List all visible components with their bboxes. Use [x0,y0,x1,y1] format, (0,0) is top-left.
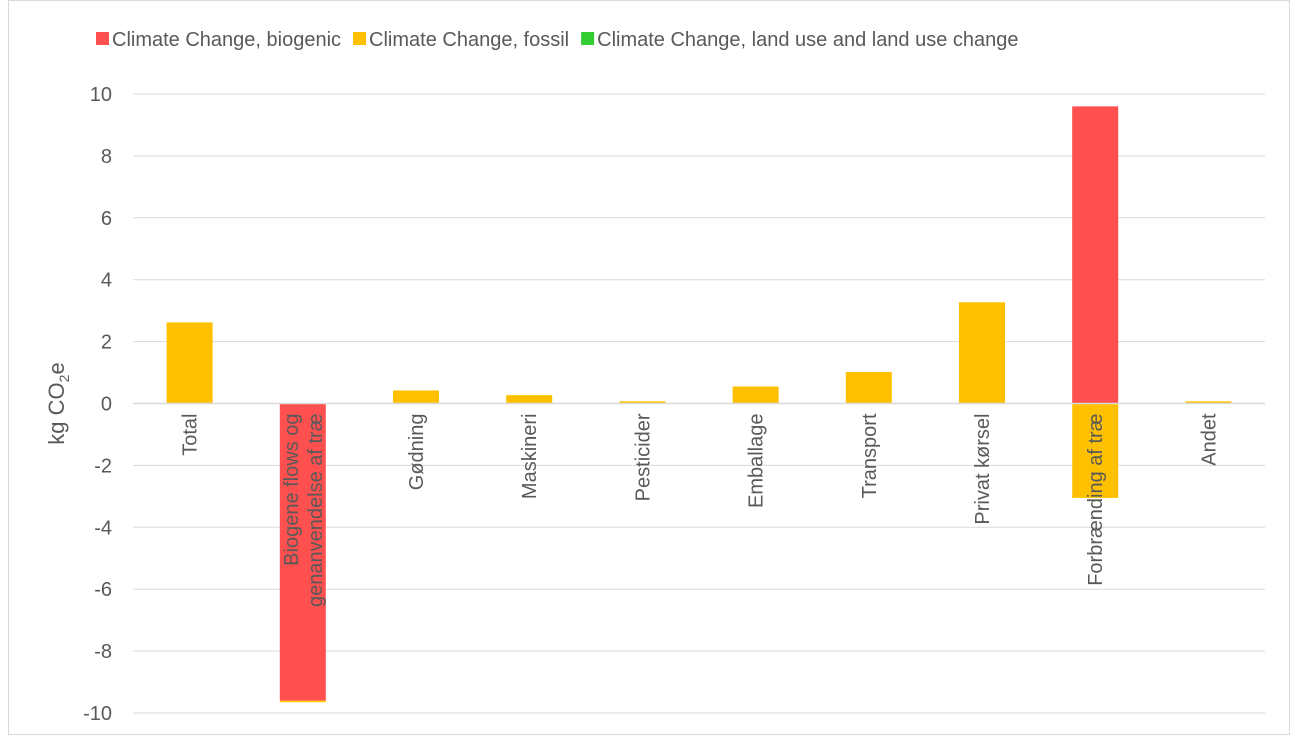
legend-swatch [581,32,595,45]
bar-segment [393,390,439,404]
bar-segment [845,371,892,404]
legend-label: Climate Change, fossil [369,29,569,51]
bar-segment [279,700,326,703]
bar-segment [1185,401,1232,404]
category-label: Maskineri [519,414,541,500]
category-label: Pesticider [632,413,654,501]
y-tick-label: -6 [94,579,112,601]
bar-segment [279,403,326,701]
y-tick-label: 6 [101,208,112,230]
y-tick-labels: 10 8 6 4 2 0 -2 -4 -6 -8 -10 [83,84,112,725]
category-label: Gødning [406,414,428,491]
category-label: Privat kørsel [972,414,994,525]
category-label: Andet [1198,413,1220,466]
category-label: Total [180,414,202,456]
bar-segment [619,401,666,404]
category-label: Forbrænding af træ [1085,414,1107,586]
category-labels: Total Biogene flows og genanvendelse af tr… [180,413,1221,607]
y-tick-label: 10 [90,84,112,106]
y-tick-label: 0 [101,394,112,416]
y-tick-label: -10 [83,703,112,725]
y-tick-label: -4 [94,517,112,539]
category-label: Transport [859,413,881,498]
bar-segment [166,322,213,404]
legend-swatch [96,32,109,45]
y-tick-label: 2 [101,332,112,354]
category-label: Biogene flows og [281,414,303,566]
legend-label: Climate Change, land use and land use ch… [597,29,1018,51]
y-tick-label: 4 [101,270,112,292]
category-label: genanvendelse af træ [305,414,327,607]
legend-swatch [353,32,367,45]
bar-segment [1072,106,1119,404]
y-tick-label: -2 [94,455,112,477]
bar-segment [732,386,779,404]
legend-label: Climate Change, biogenic [112,29,341,51]
bar-segment [959,302,1005,404]
bar-segment [1072,403,1119,498]
y-tick-label: -8 [94,641,112,663]
category-label: Emballage [746,414,768,509]
legend: Climate Change, biogenic Climate Change, … [96,29,1019,51]
y-tick-label: 8 [101,146,112,168]
y-axis-label: kg CO2e [44,362,72,444]
bar-segment [506,395,553,404]
bars [166,106,1232,703]
